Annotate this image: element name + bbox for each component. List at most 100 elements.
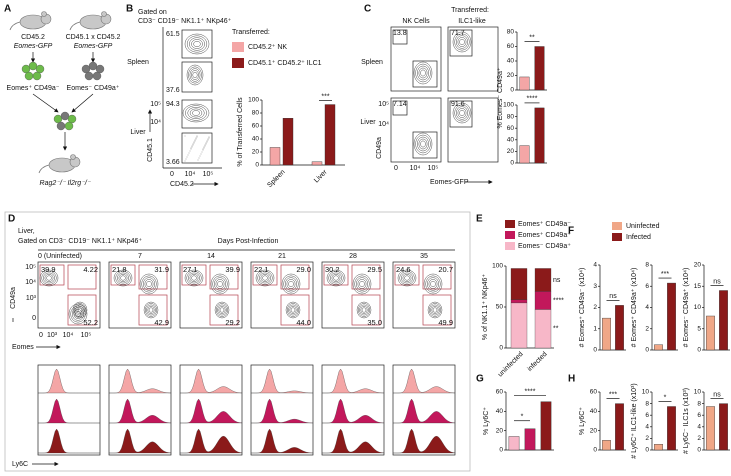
contour: [356, 301, 372, 319]
contour: [418, 67, 428, 79]
contour: [427, 301, 443, 319]
panel-label: H: [568, 374, 575, 385]
contour: [288, 304, 298, 316]
bar: [654, 344, 663, 351]
y-tick-label: 10: [694, 304, 702, 311]
contour: [77, 307, 83, 313]
bar: [311, 161, 323, 166]
contour: [289, 306, 297, 314]
contour: [147, 306, 155, 314]
contour: [326, 269, 346, 287]
cell-icon: [24, 71, 34, 81]
contour: [189, 68, 201, 82]
contour: [188, 66, 202, 84]
y-tick-label: 1: [593, 325, 597, 332]
label: 94.3: [166, 101, 180, 108]
y-tick-label: 6: [645, 412, 649, 419]
y-tick-label: 8: [697, 400, 701, 407]
contour: [186, 271, 202, 285]
label: 28: [349, 253, 357, 260]
contour: [192, 110, 200, 116]
significance: *: [521, 414, 524, 421]
histogram: [251, 428, 314, 454]
histogram: [322, 428, 385, 454]
event-dot: [199, 155, 201, 157]
event-dot: [203, 146, 205, 148]
panel-label: G: [476, 374, 484, 385]
y-tick-label: 8: [645, 262, 649, 269]
gate: [252, 264, 278, 286]
contour: [333, 275, 339, 281]
label: 35: [420, 253, 428, 260]
gate: [67, 294, 97, 326]
event-dot: [191, 145, 193, 147]
y-tick-label: 0: [593, 347, 597, 354]
legend-label: Infected: [626, 234, 651, 241]
flow-plot: [108, 261, 172, 329]
significance: ns: [553, 277, 561, 284]
histogram: [109, 428, 172, 454]
label: Gated on: [138, 9, 167, 16]
panel-label: A: [4, 4, 11, 15]
label: Ly6C: [12, 461, 28, 468]
label: 20.7: [438, 265, 453, 274]
event-dot: [206, 140, 208, 142]
event-dot: [193, 142, 195, 144]
label: 10⁵: [428, 165, 439, 172]
contour: [120, 275, 126, 281]
contour: [193, 41, 201, 48]
contour: [397, 269, 417, 287]
bar: [534, 46, 545, 91]
bar: [719, 290, 728, 351]
contour: [415, 63, 431, 83]
contour: [217, 281, 223, 288]
bar-segment: [510, 268, 528, 300]
histogram: [180, 368, 243, 394]
label: Rag2⁻/⁻ Il2rg⁻/⁻: [40, 180, 92, 187]
mouse-icon: [41, 11, 47, 17]
y-tick-label: 40: [507, 137, 515, 144]
y-tick-label: 0: [510, 160, 514, 167]
gate: [280, 294, 310, 326]
cell-icon: [53, 114, 63, 124]
contour: [210, 273, 230, 295]
bar: [508, 436, 520, 451]
y-tick-label: 10: [694, 389, 702, 396]
histogram: [393, 428, 456, 454]
event-dot: [198, 157, 200, 159]
contour: [359, 304, 369, 316]
contour: [361, 307, 367, 313]
contour: [184, 269, 204, 287]
label: 37.6: [166, 87, 180, 94]
y-tick-label: 2: [697, 435, 701, 442]
contour: [257, 271, 273, 285]
event-dot: [184, 135, 186, 137]
cell-icon: [32, 71, 42, 81]
significance: **: [553, 326, 559, 333]
label: 29.0: [296, 265, 311, 274]
gate: [392, 100, 408, 116]
label: 91.6: [451, 101, 465, 108]
contour: [357, 279, 367, 289]
gate: [351, 264, 381, 290]
contour: [143, 277, 155, 291]
label: CD45.1: [147, 138, 154, 162]
contour: [260, 274, 270, 282]
bar: [282, 117, 294, 166]
cell-icon: [60, 111, 70, 121]
label: 0: [170, 171, 174, 178]
contour: [454, 33, 470, 51]
contour: [459, 39, 465, 46]
contour: [352, 273, 372, 295]
event-dot: [194, 140, 196, 142]
legend-swatch: [612, 233, 622, 241]
histogram-plot: [108, 364, 172, 456]
gate: [209, 294, 239, 326]
bar: [667, 406, 676, 451]
y-tick-label: 100: [503, 102, 514, 109]
gate: [67, 264, 97, 290]
contour: [413, 132, 433, 156]
legend-swatch: [505, 220, 515, 228]
contour: [146, 304, 156, 316]
contour: [70, 305, 86, 323]
